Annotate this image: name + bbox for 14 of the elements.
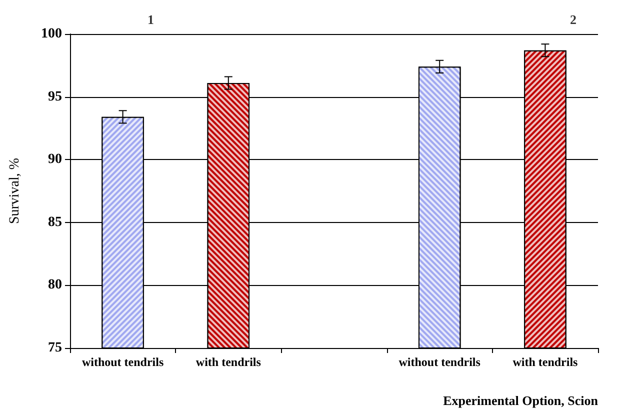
y-tick-label: 95 <box>48 89 62 104</box>
y-axis-title: Survival, % <box>8 158 22 224</box>
x-tick-label: without tendrils <box>398 355 481 369</box>
x-axis-title: Experimental Option, Scion <box>443 393 599 408</box>
y-tick-label: 85 <box>48 214 62 230</box>
text: 2 <box>570 12 576 27</box>
y-tick-label: 75 <box>48 340 62 356</box>
y-tick-label: 90 <box>48 152 62 168</box>
x-tick-label: with tendrils <box>512 355 578 369</box>
text: 1 <box>148 12 154 27</box>
y-tick-label: 100 <box>41 26 62 42</box>
x-tick-label: without tendrils <box>82 355 164 369</box>
x-tick-label: with tendrils <box>196 355 262 369</box>
y-tick-label: 80 <box>48 278 62 293</box>
